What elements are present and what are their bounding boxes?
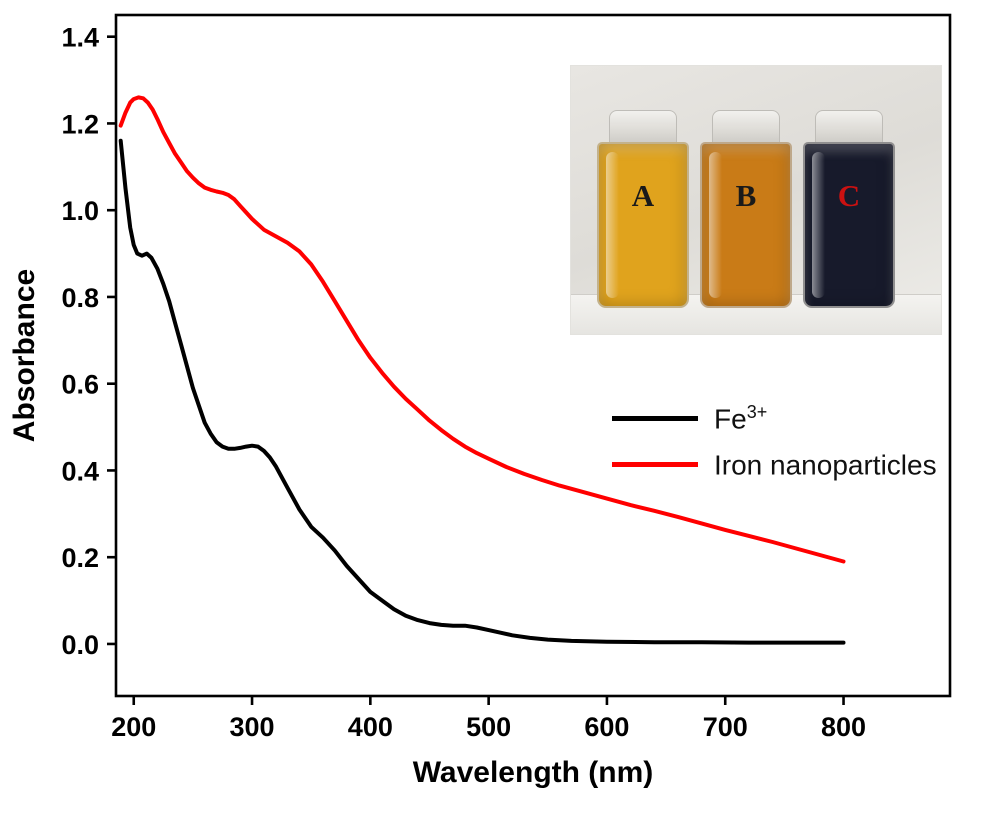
y-tick-label: 1.4 [61, 23, 99, 53]
y-tick-label: 1.0 [61, 196, 99, 226]
vial-c: C [803, 110, 895, 308]
vial-a: A [597, 110, 689, 308]
x-tick-label: 200 [111, 712, 156, 742]
y-tick-label: 0.8 [61, 283, 99, 313]
legend-line-black [612, 415, 698, 421]
legend-label-fe3: Fe3+ [714, 403, 767, 433]
legend-line-red [612, 461, 698, 467]
vial-a-cap [609, 110, 677, 148]
legend-item-fe3: Fe3+ [612, 397, 937, 439]
y-tick-label: 0.2 [61, 543, 99, 573]
legend-label-iron-nanoparticles-base: Iron nanoparticles [714, 449, 937, 481]
y-tick-label: 0.6 [61, 370, 99, 400]
vial-a-highlight [606, 152, 619, 298]
vial-b-label: B [735, 178, 757, 213]
x-tick-label: 300 [230, 712, 275, 742]
x-tick-label: 600 [584, 712, 629, 742]
vial-group: A B C [597, 110, 895, 308]
x-tick-label: 700 [703, 712, 748, 742]
x-tick-label: 400 [348, 712, 393, 742]
legend-label-fe3-superscript: 3+ [746, 401, 768, 422]
legend-label-iron-nanoparticles: Iron nanoparticles [714, 449, 937, 479]
y-tick-label: 1.2 [61, 109, 99, 139]
y-axis-title: Absorbance [8, 269, 41, 442]
plot-frame [114, 13, 952, 698]
vial-c-liquid: C [803, 142, 895, 308]
series-line-fe3 [118, 138, 846, 645]
legend: Fe3+ Iron nanoparticles [612, 397, 937, 485]
x-axis-title: Wavelength (nm) [413, 756, 654, 789]
vial-c-label: C [837, 178, 861, 213]
y-tick-label: 0.4 [61, 456, 99, 486]
series-line-iron-nanoparticles [118, 95, 846, 564]
vial-a-label: A [631, 178, 655, 213]
x-tick-label: 800 [821, 712, 866, 742]
legend-item-iron-nanoparticles: Iron nanoparticles [612, 443, 937, 485]
y-tick-label: 0.0 [61, 630, 99, 660]
legend-label-fe3-base: Fe [714, 403, 747, 435]
vial-b-liquid: B [700, 142, 792, 308]
vial-a-liquid: A [597, 142, 689, 308]
inset-photo: A B C [571, 66, 941, 334]
vial-b-highlight [709, 152, 722, 298]
x-tick-label: 500 [466, 712, 511, 742]
vial-c-highlight [812, 152, 825, 298]
vial-b: B [700, 110, 792, 308]
